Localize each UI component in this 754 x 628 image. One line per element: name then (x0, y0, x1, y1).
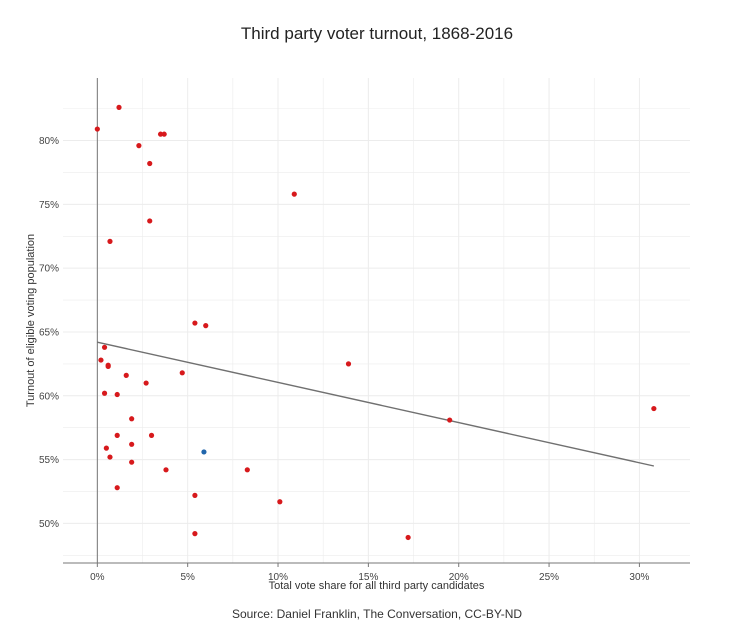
data-point (147, 218, 153, 224)
y-tick-label: 55% (39, 455, 59, 466)
trend-line (97, 341, 655, 467)
data-point (405, 534, 411, 541)
data-point (192, 492, 198, 498)
data-point (192, 320, 198, 326)
data-point (107, 238, 113, 244)
data-point (161, 131, 167, 137)
data-point (192, 531, 198, 537)
chart-title: Third party voter turnout, 1868-2016 (240, 24, 514, 43)
data-point (123, 372, 129, 378)
y-tick-label: 75% (39, 200, 59, 211)
y-tick-label: 80% (39, 136, 59, 147)
data-point (148, 432, 155, 438)
data-point (143, 380, 149, 386)
data-point (94, 126, 100, 132)
data-point (651, 405, 657, 412)
data-point (136, 143, 142, 149)
data-point (107, 454, 113, 460)
x-tick-label: 5% (180, 572, 195, 583)
data-point (103, 445, 109, 451)
source-caption: Source: Daniel Franklin, The Conversatio… (231, 607, 523, 621)
data-point (203, 323, 209, 329)
data-point (163, 467, 169, 473)
data-point (179, 370, 185, 376)
data-point (129, 416, 135, 422)
data-point (157, 131, 164, 137)
data-point (101, 390, 108, 396)
data-point (101, 344, 108, 350)
data-point (129, 459, 135, 465)
axes (63, 78, 690, 564)
y-tick-label: 60% (39, 391, 59, 402)
y-tick-label: 70% (39, 264, 59, 275)
x-tick-label: 25% (539, 572, 559, 583)
trend-line-group (97, 341, 655, 467)
y-axis-ticks: 50% 55% 60% 65% 70% 75% 80% (39, 136, 59, 530)
data-point (114, 485, 120, 491)
x-tick-label: 15% (358, 572, 378, 583)
data-point (277, 499, 283, 505)
x-tick-label: 20% (449, 572, 469, 583)
y-tick-label: 65% (39, 327, 59, 338)
data-point (105, 363, 111, 370)
data-point (291, 191, 297, 197)
data-point (147, 160, 153, 167)
x-tick-label: 0% (90, 572, 105, 583)
x-tick-label: 30% (629, 572, 649, 583)
data-point (98, 357, 104, 363)
x-tick-label: 10% (268, 572, 288, 583)
y-axis-title: Turnout of eligible voting population (25, 234, 37, 407)
data-point (116, 104, 122, 110)
x-axis-ticks: 0% 5% 10% 15% 20% 25% 30% (90, 563, 650, 583)
data-point (447, 417, 453, 423)
data-points (94, 104, 657, 541)
gridlines (63, 78, 690, 563)
x-axis-title: Total vote share for all third party can… (269, 580, 485, 592)
data-point (114, 432, 120, 438)
data-point (129, 441, 135, 447)
data-point (345, 361, 352, 367)
data-point (244, 467, 250, 473)
y-tick-label: 50% (39, 519, 59, 530)
highlighted-data-point (201, 449, 207, 455)
data-point (114, 391, 120, 398)
